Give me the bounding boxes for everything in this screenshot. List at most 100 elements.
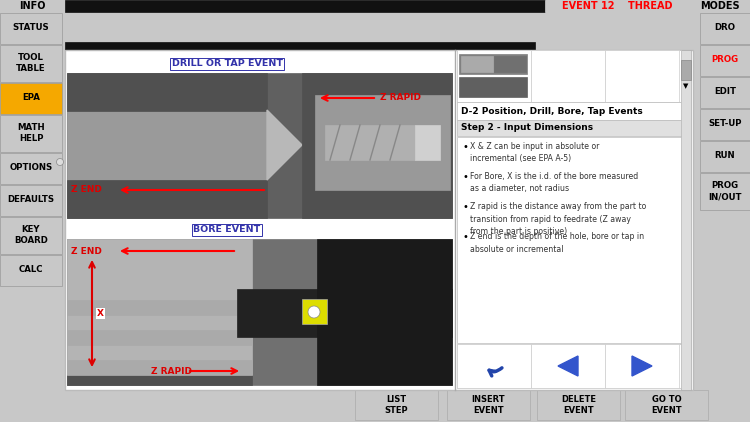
Bar <box>65 50 693 390</box>
Bar <box>700 173 750 210</box>
Bar <box>415 125 440 160</box>
Bar <box>625 390 708 420</box>
Bar <box>605 344 679 388</box>
Bar <box>457 344 681 388</box>
Text: Z END: Z END <box>71 246 102 255</box>
Bar <box>67 73 267 111</box>
Bar <box>67 375 252 385</box>
Bar <box>700 77 750 108</box>
Text: Z end is the depth of the hole, bore or tap in
absolute or incremental: Z end is the depth of the hole, bore or … <box>470 232 644 254</box>
Bar <box>531 50 605 102</box>
Polygon shape <box>267 110 302 180</box>
Bar <box>0 185 62 216</box>
Bar <box>447 390 530 420</box>
Bar <box>681 50 691 390</box>
Bar <box>237 289 452 337</box>
Text: DELETE
EVENT: DELETE EVENT <box>561 395 596 415</box>
Bar <box>0 83 62 114</box>
Text: DEFAULTS: DEFAULTS <box>8 195 55 205</box>
Bar <box>0 115 62 152</box>
Bar <box>457 344 531 388</box>
Bar <box>67 73 452 218</box>
Text: Z RAPID: Z RAPID <box>151 366 192 376</box>
Bar <box>67 300 252 315</box>
Bar <box>457 50 531 102</box>
Bar <box>67 239 252 375</box>
Bar <box>67 360 252 375</box>
Bar <box>65 42 535 52</box>
Text: Step 2 - Input Dimensions: Step 2 - Input Dimensions <box>461 124 593 133</box>
Text: STATUS: STATUS <box>13 24 50 32</box>
Text: LIST
STEP: LIST STEP <box>385 395 408 415</box>
Bar <box>531 344 605 388</box>
Text: KEY
BOARD: KEY BOARD <box>14 225 48 245</box>
Text: •: • <box>463 202 469 212</box>
Text: PROG: PROG <box>712 56 739 65</box>
Bar <box>67 330 252 345</box>
Circle shape <box>308 306 320 318</box>
Bar <box>355 390 438 420</box>
Bar <box>681 60 691 80</box>
Text: Z RAPID: Z RAPID <box>380 94 421 103</box>
Bar <box>315 95 450 190</box>
Bar <box>545 0 685 12</box>
Text: For Bore, X is the i.d. of the bore measured
as a diameter, not radius: For Bore, X is the i.d. of the bore meas… <box>470 172 638 194</box>
Polygon shape <box>558 356 578 376</box>
Bar <box>67 110 267 180</box>
Text: ▼: ▼ <box>683 83 688 89</box>
Bar <box>700 45 750 76</box>
Text: Z END: Z END <box>71 186 102 195</box>
Text: EVENT 12    THREAD: EVENT 12 THREAD <box>562 1 672 11</box>
Bar <box>0 0 65 12</box>
Bar <box>65 0 545 12</box>
Bar <box>459 54 527 74</box>
Circle shape <box>56 159 64 165</box>
Text: PROG
IN/OUT: PROG IN/OUT <box>708 181 742 201</box>
Bar <box>317 239 452 385</box>
Text: MODES: MODES <box>700 1 740 11</box>
Text: OPTIONS: OPTIONS <box>9 163 53 173</box>
Bar <box>457 137 681 343</box>
Text: SET-UP: SET-UP <box>708 119 742 129</box>
Bar <box>67 239 452 385</box>
Text: MATH
HELP: MATH HELP <box>17 123 45 143</box>
Text: EDIT: EDIT <box>714 87 736 97</box>
Text: INSERT
EVENT: INSERT EVENT <box>472 395 506 415</box>
Text: •: • <box>463 232 469 242</box>
Bar <box>605 50 679 102</box>
Bar <box>461 56 493 72</box>
Text: DRILL OR TAP EVENT: DRILL OR TAP EVENT <box>172 60 283 68</box>
Bar <box>457 120 681 136</box>
Text: GO TO
EVENT: GO TO EVENT <box>651 395 682 415</box>
Bar <box>457 50 681 102</box>
Bar <box>0 45 62 82</box>
Bar <box>700 141 750 172</box>
Bar <box>494 56 526 72</box>
Bar <box>67 180 267 218</box>
Text: EPA: EPA <box>22 94 40 103</box>
Bar <box>302 299 327 324</box>
Bar <box>0 153 62 184</box>
Text: RUN: RUN <box>715 151 735 160</box>
Bar <box>690 0 750 12</box>
Text: •: • <box>463 172 469 182</box>
Text: •: • <box>463 142 469 152</box>
Text: X: X <box>97 309 104 318</box>
Bar <box>302 73 452 218</box>
Text: D-2 Position, Drill, Bore, Tap Events: D-2 Position, Drill, Bore, Tap Events <box>461 106 643 116</box>
Text: DRO: DRO <box>715 24 736 32</box>
Bar <box>459 77 527 97</box>
Bar <box>0 217 62 254</box>
Text: INFO: INFO <box>19 1 45 11</box>
Text: X & Z can be input in absolute or
incremental (see EPA A-5): X & Z can be input in absolute or increm… <box>470 142 599 163</box>
Bar <box>457 102 681 120</box>
Bar <box>325 125 415 160</box>
Polygon shape <box>632 356 652 376</box>
Text: BORE EVENT: BORE EVENT <box>194 225 261 235</box>
Bar <box>537 390 620 420</box>
Bar <box>700 109 750 140</box>
Text: TOOL
TABLE: TOOL TABLE <box>16 53 46 73</box>
Text: CALC: CALC <box>19 265 44 274</box>
Text: Z rapid is the distance away from the part to
transition from rapid to feedrate : Z rapid is the distance away from the pa… <box>470 202 646 236</box>
Bar <box>0 255 62 286</box>
